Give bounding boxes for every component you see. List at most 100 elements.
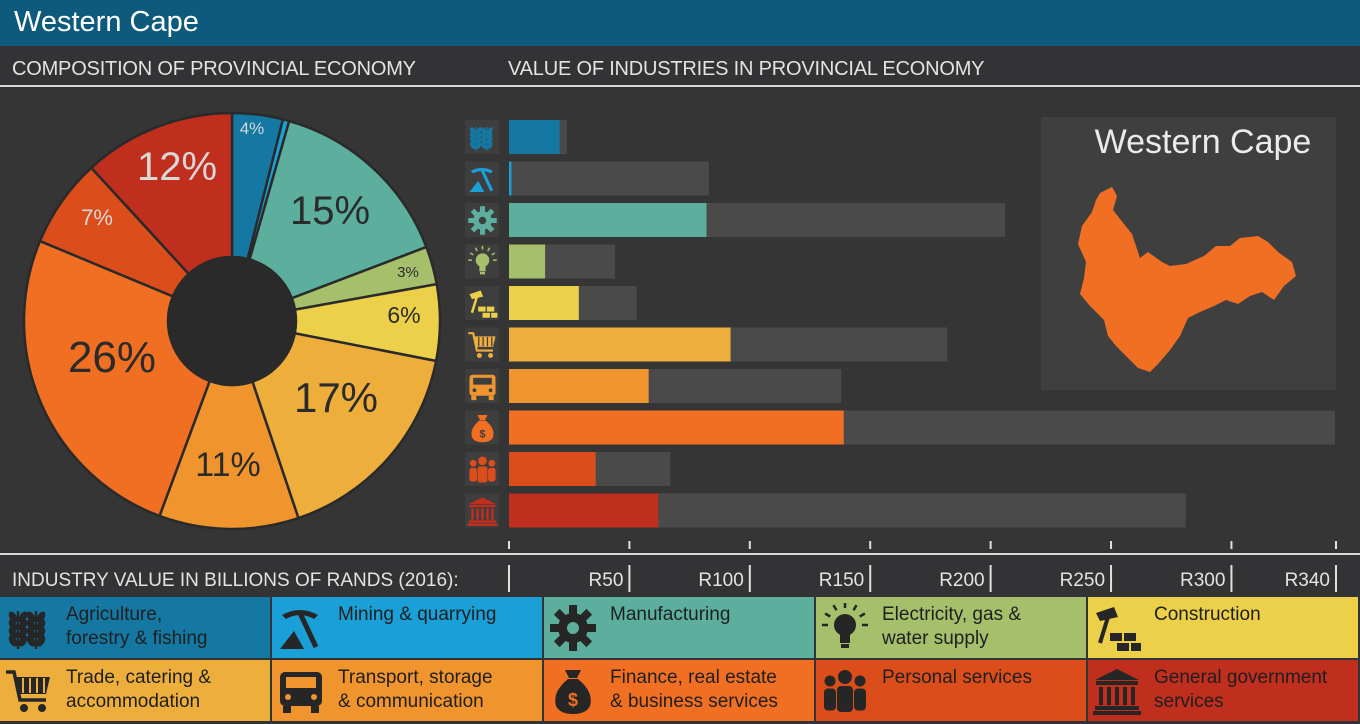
legend-label-line: & business services xyxy=(610,691,778,712)
legend-label: Personal services xyxy=(882,666,1082,690)
legend-label-line: Electricity, gas & xyxy=(882,604,1022,625)
bar xyxy=(509,203,707,237)
chart-canvas: 4% 15% 3% 6% 17% 11% 26% 7% 12% $ Western Cape xyxy=(22,111,1337,549)
pie-slice-label: 6% xyxy=(387,302,420,328)
legend-label: Construction xyxy=(1154,603,1354,627)
legend-label: Manufacturing xyxy=(610,603,810,627)
gear-icon xyxy=(468,206,497,235)
legend-label: Trade, catering & accommodation xyxy=(66,666,266,714)
legend-label-line: accommodation xyxy=(66,691,201,712)
bar xyxy=(509,244,546,279)
legend-item: Mining & quarrying xyxy=(272,597,542,658)
legend-label-line: Trade, catering & xyxy=(66,667,212,688)
pie-slice-label: 17% xyxy=(294,374,378,421)
pickaxe-icon xyxy=(469,167,494,193)
x-axis: R50 R100 R150 R200 R250 R300 R340 xyxy=(508,565,1337,592)
x-tick-label: R200 xyxy=(939,570,984,591)
pie-slice-label: 15% xyxy=(290,189,370,233)
legend-label: General government services xyxy=(1154,666,1354,714)
gear-icon xyxy=(550,605,596,651)
title-bar: Western Cape xyxy=(0,0,1360,46)
legend-label-line: water supply xyxy=(882,628,989,649)
legend-label: Mining & quarrying xyxy=(338,603,538,627)
legend-item: Electricity, gas & water supply xyxy=(816,597,1086,658)
main-panel: 4% 15% 3% 6% 17% 11% 26% 7% 12% $ Western Cape xyxy=(0,89,1360,551)
map-panel: Western Cape xyxy=(1041,117,1336,390)
truck-icon xyxy=(280,672,322,713)
bar xyxy=(509,161,512,196)
legend-label-line: Mining & quarrying xyxy=(338,604,497,625)
legend-item: Manufacturing xyxy=(544,597,814,658)
legend-label: Agriculture, forestry & fishing xyxy=(66,603,266,651)
svg-text:$: $ xyxy=(479,428,486,440)
legend-label-line: Construction xyxy=(1154,604,1261,625)
x-tick-label: R300 xyxy=(1180,570,1225,591)
bar-chart: $ xyxy=(465,120,1335,528)
bar xyxy=(509,327,731,362)
legend-label-line: General government xyxy=(1154,667,1328,688)
cart-icon xyxy=(468,332,496,359)
bar xyxy=(509,286,579,320)
legend-item: Construction xyxy=(1088,597,1358,658)
x-tick-label: R50 xyxy=(589,570,624,591)
pie-hole xyxy=(168,257,296,385)
pie-chart: 4% 15% 3% 6% 17% 11% 26% 7% 12% xyxy=(22,111,442,531)
lightbulb-icon xyxy=(468,245,497,275)
bar-icon-tile xyxy=(465,120,499,154)
legend-item: Transport, storage & communication xyxy=(272,660,542,721)
x-tick-label: R250 xyxy=(1060,570,1105,591)
legend-label-line: Finance, real estate xyxy=(610,667,777,688)
legend-item: Trade, catering & accommodation xyxy=(0,660,270,721)
x-tick-label: R150 xyxy=(819,570,864,591)
map-title: Western Cape xyxy=(1095,123,1312,161)
hammer-bricks-icon xyxy=(1096,607,1141,651)
page-title: Western Cape xyxy=(14,6,199,38)
legend-item: Agriculture, forestry & fishing xyxy=(0,597,270,658)
legend-item: Personal services xyxy=(816,660,1086,721)
pie-slice-label: 3% xyxy=(397,264,419,281)
x-tick-label: R340 xyxy=(1285,570,1330,591)
legend-label-line: Agriculture, xyxy=(66,604,163,625)
bar xyxy=(509,493,659,528)
pie-slice-label: 12% xyxy=(137,145,217,189)
bar xyxy=(509,410,844,445)
government-building-icon xyxy=(1093,669,1141,715)
pickaxe-icon xyxy=(280,610,319,649)
bar xyxy=(509,452,596,486)
legend-label-line: Personal services xyxy=(882,667,1032,688)
value-header: VALUE OF INDUSTRIES IN PROVINCIAL ECONOM… xyxy=(508,58,985,80)
people-icon xyxy=(824,670,866,712)
legend: Agriculture, forestry & fishing Mining & q… xyxy=(0,597,1360,724)
truck-icon xyxy=(469,374,496,401)
legend-item: General government services xyxy=(1088,660,1358,721)
axis-bar: INDUSTRY VALUE IN BILLIONS OF RANDS (201… xyxy=(0,553,1360,595)
pie-slice-label: 7% xyxy=(81,205,113,230)
legend-label-line: services xyxy=(1154,691,1224,712)
legend-label: Transport, storage & communication xyxy=(338,666,538,714)
hammer-bricks-icon xyxy=(469,290,498,318)
pie-slice-label: 11% xyxy=(195,446,261,484)
bar-track xyxy=(509,161,709,196)
pie-slice-label: 4% xyxy=(240,119,265,138)
x-tick-label: R100 xyxy=(698,570,743,591)
svg-text:$: $ xyxy=(568,690,578,710)
section-headers: COMPOSITION OF PROVINCIAL ECONOMY VALUE … xyxy=(0,47,1360,87)
wheat-icon xyxy=(469,126,493,151)
western-cape-map xyxy=(1078,187,1296,372)
money-bag-icon: $ xyxy=(471,414,494,443)
legend-label-line: Manufacturing xyxy=(610,604,731,625)
people-icon xyxy=(469,456,496,483)
lightbulb-icon xyxy=(822,603,868,648)
bar xyxy=(509,369,649,403)
money-bag-icon: $ xyxy=(555,670,591,714)
composition-header: COMPOSITION OF PROVINCIAL ECONOMY xyxy=(12,58,416,80)
pie-slice-label: 26% xyxy=(68,333,156,382)
legend-label-line: Transport, storage xyxy=(338,667,493,688)
axis-label: INDUSTRY VALUE IN BILLIONS OF RANDS (201… xyxy=(12,570,459,591)
legend-label: Electricity, gas & water supply xyxy=(882,603,1082,651)
legend-item: $ Finance, real estate & business services xyxy=(544,660,814,721)
legend-label-line: forestry & fishing xyxy=(66,628,208,649)
legend-label: Finance, real estate & business services xyxy=(610,666,810,714)
cart-icon xyxy=(6,670,50,712)
legend-label-line: & communication xyxy=(338,691,484,712)
